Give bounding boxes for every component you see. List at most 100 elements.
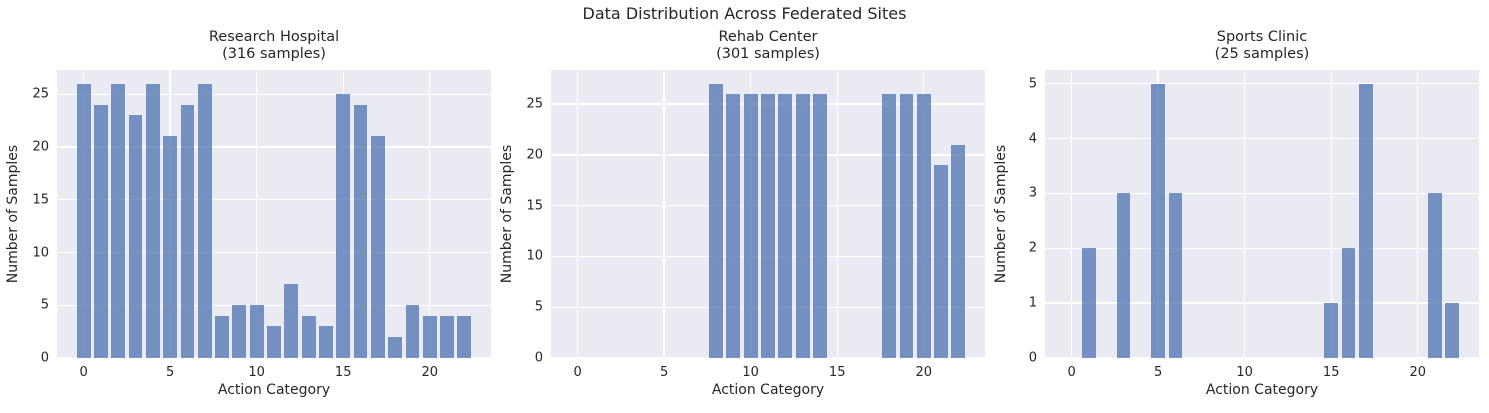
gridline-horizontal bbox=[1045, 137, 1479, 140]
subplot-title: Research Hospital (316 samples) bbox=[57, 29, 491, 63]
bar-category-12 bbox=[778, 93, 793, 358]
gridline-horizontal bbox=[1045, 192, 1479, 195]
x-tick-label: 15 bbox=[1322, 365, 1340, 380]
gridline-horizontal bbox=[57, 146, 491, 148]
x-tick-label: 15 bbox=[828, 365, 846, 380]
subplot-sports-clinic: Sports Clinic (25 samples) Number of Sam… bbox=[993, 29, 1479, 398]
y-tick-label: 4 bbox=[1028, 131, 1037, 147]
subplot-title-line1: Sports Clinic bbox=[1216, 29, 1308, 45]
x-axis-label: Action Category bbox=[1205, 382, 1319, 398]
gridline-horizontal bbox=[1045, 83, 1479, 85]
x-tick-label: 5 bbox=[1154, 365, 1163, 380]
y-tick-label: 10 bbox=[526, 248, 543, 264]
subplot-title-line1: Research Hospital bbox=[208, 29, 340, 45]
bar-category-17 bbox=[370, 136, 385, 358]
bar-category-15 bbox=[1324, 303, 1339, 358]
bar-category-19 bbox=[899, 93, 914, 358]
x-tick-label: 0 bbox=[79, 365, 88, 380]
bar-category-17 bbox=[1358, 83, 1373, 358]
gridline-vertical bbox=[1330, 70, 1332, 358]
gridline-vertical bbox=[836, 70, 838, 358]
x-tick-label: 20 bbox=[421, 365, 439, 380]
y-tick-label: 5 bbox=[40, 297, 49, 313]
y-tick-label: 0 bbox=[40, 350, 49, 366]
bar-category-11 bbox=[761, 93, 775, 358]
bar-category-16 bbox=[1341, 248, 1356, 358]
bar-category-14 bbox=[318, 326, 333, 358]
y-tick-label: 5 bbox=[534, 299, 543, 315]
bar-category-5 bbox=[163, 136, 178, 358]
gridline-horizontal bbox=[57, 199, 491, 201]
y-tick-label: 0 bbox=[534, 350, 543, 366]
x-tick-label: 20 bbox=[915, 365, 933, 380]
bar-category-21 bbox=[1428, 193, 1442, 358]
subplot-rehab-center: Rehab Center (301 samples) Number of Sam… bbox=[499, 29, 985, 398]
bar-category-1 bbox=[94, 104, 108, 358]
bar-category-18 bbox=[882, 93, 897, 358]
y-tick-label: 3 bbox=[1028, 185, 1037, 201]
x-tick-label: 5 bbox=[166, 365, 175, 380]
y-tick-label: 1 bbox=[1028, 295, 1037, 311]
bar-category-1 bbox=[1082, 248, 1096, 358]
bar-category-12 bbox=[284, 284, 299, 358]
x-tick-label: 0 bbox=[573, 365, 582, 380]
y-tick-label: 20 bbox=[526, 147, 543, 163]
bar-category-18 bbox=[388, 336, 403, 358]
bar-category-16 bbox=[353, 104, 368, 358]
bar-category-2 bbox=[111, 83, 126, 358]
x-axis-label: Action Category bbox=[711, 382, 825, 398]
bar-category-9 bbox=[726, 93, 741, 358]
gridline-vertical bbox=[429, 70, 431, 358]
subplot-title-line2: (25 samples) bbox=[1214, 46, 1310, 62]
gridline-horizontal bbox=[1045, 357, 1479, 359]
bar-category-8 bbox=[215, 315, 229, 358]
bar-category-19 bbox=[405, 305, 420, 358]
gridline-vertical bbox=[576, 70, 579, 358]
x-tick-label: 5 bbox=[660, 365, 669, 380]
y-axis-label: Number of Samples bbox=[5, 144, 21, 284]
y-axis-label: Number of Samples bbox=[499, 144, 515, 284]
bar-category-15 bbox=[336, 94, 351, 358]
bar-category-14 bbox=[812, 93, 827, 358]
gridline-vertical bbox=[1070, 70, 1073, 358]
bar-category-9 bbox=[232, 305, 247, 358]
x-tick-label: 10 bbox=[742, 365, 759, 380]
bar-category-3 bbox=[1116, 193, 1131, 358]
x-tick-label: 10 bbox=[248, 365, 265, 380]
bar-category-4 bbox=[145, 83, 160, 358]
x-tick-label: 15 bbox=[334, 365, 352, 380]
bar-category-22 bbox=[457, 315, 472, 358]
plot-area bbox=[1045, 70, 1479, 359]
gridline-horizontal bbox=[1045, 302, 1479, 304]
y-tick-label: 10 bbox=[32, 245, 49, 260]
bar-category-22 bbox=[951, 144, 966, 358]
bar-category-21 bbox=[934, 164, 948, 358]
y-axis-label: Number of Samples bbox=[993, 144, 1009, 284]
y-tick-label: 25 bbox=[32, 86, 49, 102]
x-axis-label: Action Category bbox=[217, 382, 331, 398]
bar-category-5 bbox=[1151, 83, 1166, 358]
bar-category-20 bbox=[422, 315, 437, 358]
gridline-horizontal bbox=[1045, 247, 1479, 249]
gridline-horizontal bbox=[57, 251, 491, 254]
y-tick-label: 5 bbox=[1028, 76, 1037, 92]
y-tick-label: 20 bbox=[32, 139, 49, 155]
gridline-vertical bbox=[1243, 70, 1246, 358]
subplot-title-line2: (316 samples) bbox=[222, 46, 326, 62]
y-tick-label: 15 bbox=[32, 192, 49, 208]
x-tick-label: 0 bbox=[1067, 365, 1076, 380]
bar-category-21 bbox=[440, 315, 454, 358]
y-tick-label: 0 bbox=[1028, 350, 1037, 366]
gridline-vertical bbox=[255, 70, 258, 358]
subplot-title-line2: (301 samples) bbox=[716, 46, 820, 62]
gridline-horizontal bbox=[57, 304, 491, 306]
y-tick-label: 2 bbox=[1028, 240, 1037, 256]
bar-category-10 bbox=[743, 93, 758, 358]
subplot-title: Sports Clinic (25 samples) bbox=[1045, 29, 1479, 63]
y-tick-label: 15 bbox=[526, 198, 543, 214]
plot-area bbox=[57, 70, 491, 359]
subplot-title: Rehab Center (301 samples) bbox=[551, 29, 985, 63]
bar-category-6 bbox=[1168, 193, 1183, 358]
bar-category-11 bbox=[267, 326, 281, 358]
